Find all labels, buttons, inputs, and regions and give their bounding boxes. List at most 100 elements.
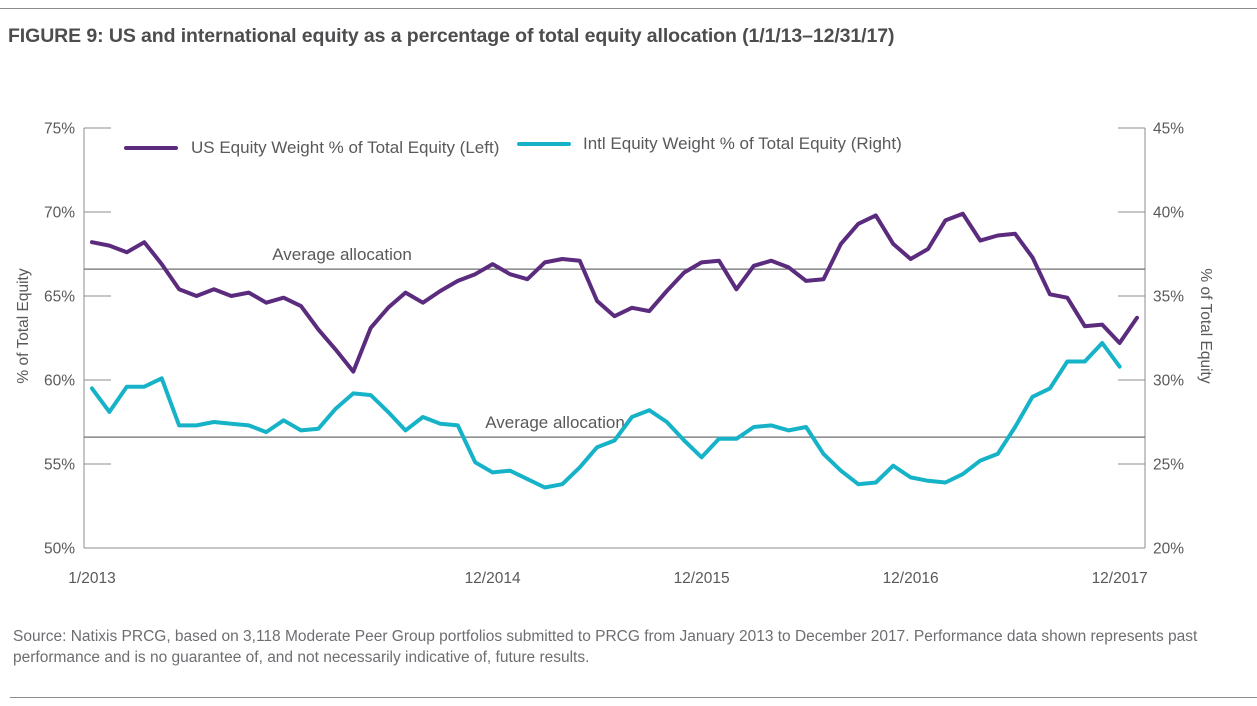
intl-equity-point [456, 423, 460, 427]
right-tick-label: 35% [1153, 289, 1184, 306]
us-equity-point [891, 242, 895, 246]
us-equity-point [177, 287, 181, 291]
intl-equity-point [386, 410, 390, 414]
x-tick-label: 12/2014 [465, 570, 521, 587]
us-equity-point [874, 213, 878, 217]
right-tick-label: 30% [1153, 373, 1184, 390]
axes: 50% 55% 60% 65% 70% 75% 20% 25% 30% 35% 40% 45% 1/20… [15, 121, 1214, 588]
us-equity-point [961, 212, 965, 216]
left-tick-label: 70% [44, 205, 75, 222]
intl-equity-point [1048, 386, 1052, 390]
us-equity-point [403, 291, 408, 295]
intl-equity-point [1065, 359, 1069, 364]
us-equity-point [1013, 232, 1017, 236]
intl-equity-point [874, 480, 878, 485]
intl-equity-point [212, 420, 216, 424]
legend-label-intl: Intl Equity Weight % of Total Equity (Ri… [583, 134, 902, 153]
legend: US Equity Weight % of Total Equity (Left… [124, 134, 902, 157]
us-equity-point [856, 222, 860, 226]
us-equity-point [194, 294, 199, 298]
average-allocation-label: Average allocation [272, 245, 412, 264]
us-equity-point [386, 306, 390, 310]
intl-equity-series-line [90, 341, 1122, 490]
us-equity-point [421, 301, 425, 305]
us-equity-point [943, 218, 948, 222]
us-equity-point [769, 259, 773, 263]
intl-equity-point [177, 423, 181, 427]
intl-equity-point [839, 469, 843, 473]
intl-equity-point [734, 437, 739, 441]
left-axis-title: % of Total Equity [15, 268, 32, 383]
intl-equity-point [665, 420, 669, 424]
us-equity-point [525, 277, 530, 281]
right-tick-label: 25% [1153, 457, 1184, 474]
intl-equity-point [160, 376, 164, 380]
us-equity-point [491, 262, 495, 266]
intl-equity-point [194, 423, 199, 427]
intl-equity-point [473, 460, 477, 464]
us-equity-point [212, 287, 216, 291]
intl-equity-point [612, 438, 617, 443]
intl-equity-point [978, 459, 982, 463]
right-tick-label: 45% [1153, 121, 1184, 138]
us-equity-point [1048, 292, 1052, 296]
us-equity-point [438, 289, 442, 293]
intl-equity-point [821, 452, 826, 456]
left-tick-label: 75% [44, 121, 75, 138]
intl-equity-point [316, 427, 320, 431]
us-equity-point [473, 272, 477, 276]
intl-equity-point [1100, 341, 1104, 345]
intl-equity-point [787, 428, 791, 432]
us-equity-point [107, 244, 111, 248]
x-tick-label: 12/2017 [1092, 570, 1148, 587]
us-equity-point [456, 279, 460, 283]
intl-equity-point [647, 408, 651, 412]
us-equity-point [299, 304, 303, 308]
us-equity-point [647, 309, 651, 313]
us-equity-point [700, 260, 704, 264]
left-tick-label: 55% [44, 457, 75, 474]
us-equity-point [316, 328, 320, 332]
intl-equity-point [595, 445, 599, 449]
legend-label-us: US Equity Weight % of Total Equity (Left… [191, 138, 499, 157]
us-equity-point [978, 239, 982, 243]
us-equity-point [926, 247, 930, 251]
intl-equity-point [543, 485, 547, 490]
left-tick-label: 60% [44, 373, 75, 390]
us-equity-point [665, 289, 669, 293]
us-equity-point [1100, 323, 1104, 327]
intl-equity-point [856, 482, 860, 486]
us-equity-point [334, 348, 338, 352]
right-tick-label: 20% [1153, 541, 1184, 558]
us-equity-point [1030, 255, 1035, 259]
right-tick-label: 40% [1153, 205, 1184, 222]
top-rule [0, 8, 1257, 9]
intl-equity-point [926, 479, 930, 483]
us-equity-point [247, 291, 251, 295]
intl-equity-point [996, 452, 1000, 456]
intl-equity-point [578, 465, 582, 469]
intl-equity-point [682, 438, 686, 443]
us-equity-point [996, 233, 1000, 238]
average-allocation-label: Average allocation [485, 413, 625, 432]
intl-equity-point [508, 469, 512, 473]
intl-equity-point [1118, 365, 1122, 369]
intl-equity-point [491, 470, 495, 474]
us-equity-point [543, 260, 547, 264]
us-equity-point [752, 264, 756, 268]
x-tick-label: 12/2015 [674, 570, 730, 587]
us-equity-point [682, 270, 686, 275]
us-equity-point [229, 294, 233, 298]
intl-equity-point [769, 423, 773, 427]
intl-equity-point [90, 386, 94, 390]
us-equity-point [1065, 296, 1069, 300]
left-tick-label: 65% [44, 289, 75, 306]
us-equity-point [1135, 316, 1139, 320]
us-equity-point [142, 240, 146, 244]
intl-equity-point [142, 385, 146, 389]
us-equity-point [839, 242, 843, 246]
us-equity-point [578, 259, 582, 263]
source-note: Source: Natixis PRCG, based on 3,118 Mod… [13, 628, 1198, 666]
intl-equity-point [438, 422, 442, 426]
